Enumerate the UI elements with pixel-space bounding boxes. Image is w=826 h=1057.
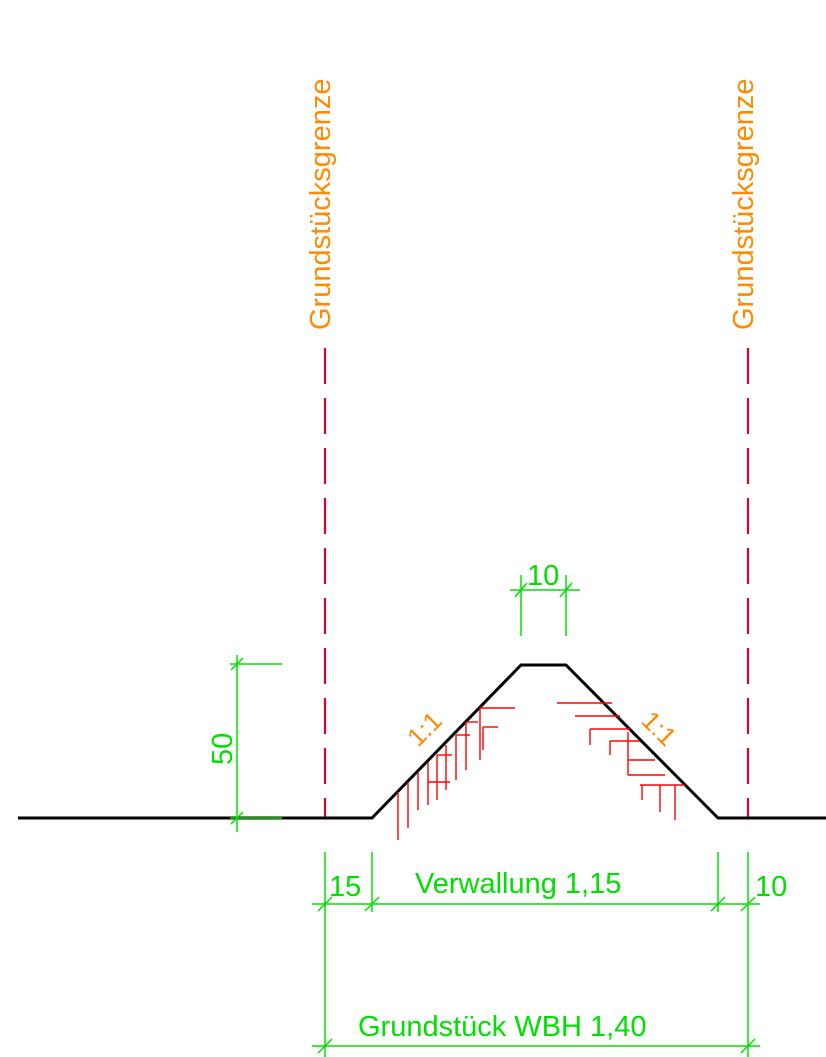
- left-slope-hatching: [397, 707, 515, 840]
- right-slope-ratio: 1:1: [636, 705, 683, 752]
- wall-width-value: Verwallung 1,15: [415, 868, 621, 900]
- left-offset-value: 15: [329, 871, 361, 903]
- right-boundary-label: Grundstücksgrenze: [728, 79, 760, 330]
- crest-width-value: 10: [527, 560, 559, 592]
- wall-dimension-chain: [312, 852, 760, 1057]
- plot-dimension-chain: [312, 1038, 760, 1054]
- height-value: 50: [207, 733, 239, 765]
- right-offset-value: 10: [755, 871, 787, 903]
- plot-width-value: Grundstück WBH 1,40: [358, 1011, 647, 1043]
- embankment-profile: [18, 663, 826, 820]
- height-dimension: [230, 655, 282, 832]
- crest-width-dimension: [510, 575, 580, 636]
- left-boundary-label: Grundstücksgrenze: [305, 79, 337, 330]
- right-slope-hatching: [557, 702, 685, 820]
